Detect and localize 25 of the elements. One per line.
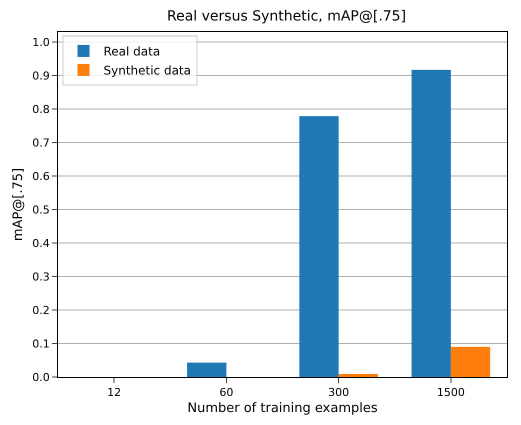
y-tick-label: 0.6 [32,170,50,183]
x-tick-label: 60 [219,386,234,400]
bar [299,116,339,377]
y-tick-label: 0.0 [32,370,50,384]
y-tick-label: 1.0 [32,36,50,49]
y-tick-label: 0.9 [32,69,50,82]
y-tick-label: 0.5 [32,203,50,216]
bar [187,362,226,377]
x-axis-title: Number of training examples [187,400,378,416]
chart-title: Real versus Synthetic, mAP@[.75] [167,8,406,24]
y-tick-label: 0.7 [32,136,50,150]
legend-label: Synthetic data [103,64,191,78]
x-tick-label: 12 [107,386,122,400]
y-tick-label: 0.1 [32,337,50,350]
y-tick-label: 0.8 [32,102,50,116]
x-tick-label: 1500 [436,386,465,400]
y-axis-title: mAP@[.75] [11,168,26,242]
bar [450,346,490,377]
bar [338,374,378,377]
y-tick-label: 0.2 [32,304,50,317]
legend-label: Real data [103,44,160,59]
x-tick-label: 300 [328,386,350,400]
y-tick-label: 0.3 [32,270,50,284]
y-tick-label: 0.4 [32,236,50,250]
bar [412,70,451,377]
